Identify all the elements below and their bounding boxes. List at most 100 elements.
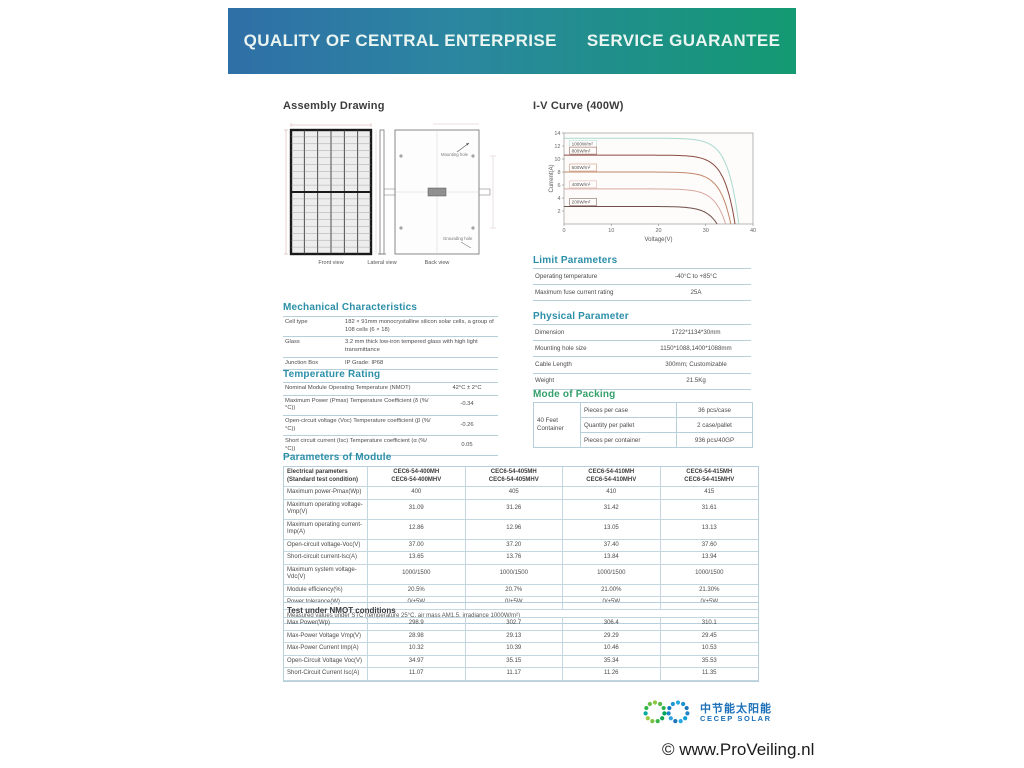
row-value: 29.13 (465, 630, 563, 643)
svg-text:30: 30 (703, 228, 709, 234)
row-label: Short-circuit current-Isc(A) (284, 552, 368, 565)
row-value: 1000/1500 (660, 565, 758, 585)
row-value: 13.65 (368, 552, 466, 565)
iv-curve-chart: 0 10 20 30 40 2 4 6 8 10 12 14 Voltage(V) Current(A) 1… (549, 131, 756, 243)
row-value: -0.26 (460, 421, 474, 428)
row-value: 35.15 (465, 655, 563, 668)
row-label: Short-Circuit Current Isc(A) (284, 668, 368, 681)
row-value: 35.34 (563, 655, 661, 668)
row-value: 34.97 (368, 655, 466, 668)
row-value: -0.34 (460, 401, 474, 408)
row-value: 13.84 (563, 552, 661, 565)
row-value: 37.60 (660, 540, 758, 552)
row-value: 13.05 (563, 519, 661, 540)
row-label: Maximum fuse current rating (535, 288, 614, 296)
packing-title: Mode of Packing (533, 389, 616, 400)
limit-title: Limit Parameters (533, 255, 618, 266)
row-value: 12.96 (465, 519, 563, 540)
iv-curve-title: I-V Curve (400W) (533, 100, 624, 112)
header-model-cell: CEC6-54-405MH CEC6-54-405MHV (465, 467, 563, 487)
cecep-logo: 中节能太阳能 CECEP SOLAR (640, 699, 772, 727)
module-parameters-table: Electrical parameters (Standard test cond… (283, 466, 759, 625)
physical-title: Physical Parameter (533, 311, 629, 322)
header-corner-cell: Electrical parameters (Standard test cond… (284, 467, 368, 487)
table-row: Max-Power Voltage Vmp(V) 28.98 29.13 29.29 2… (284, 630, 758, 643)
table-row: Maximum Power (Pmax) Temperature Coeffic… (283, 396, 498, 416)
row-label: Maximum system voltage-Vdc(V) (284, 564, 368, 585)
row-value: 37.20 (465, 539, 563, 552)
row-label: Module efficiency(%) (284, 584, 368, 597)
table-row: Max-Power Current Imp(A) 10.32 10.39 10.46 1… (284, 643, 758, 656)
svg-text:2: 2 (557, 209, 560, 215)
row-value: 36 pcs/case (676, 403, 752, 417)
row-value: 1000/1500 (368, 564, 466, 585)
row-value: 1000/1500 (563, 564, 661, 585)
table-row: Maximum operating voltage-Vmp(V) 31.09 31.… (284, 499, 758, 520)
table-row: Max Power(Wp) 298.9 302.7 306.4 310.1 (284, 618, 758, 631)
row-label: Nominal Module Operating Temperature (NM… (285, 385, 411, 391)
row-value: 13.76 (465, 552, 563, 565)
row-value: 0.05 (461, 442, 473, 449)
header-title-left: QUALITY OF CENTRAL ENTERPRISE (243, 31, 557, 50)
row-label: Maximum Power (Pmax) Temperature Coeffic… (285, 397, 429, 412)
row-label: Maximum operating voltage-Vmp(V) (284, 499, 368, 520)
svg-text:400W/m²: 400W/m² (572, 182, 591, 187)
row-value: 11.17 (465, 668, 563, 681)
row-label: Glass (285, 339, 300, 346)
svg-text:800W/m²: 800W/m² (572, 148, 591, 153)
row-value: 29.29 (563, 630, 661, 643)
row-label: Maximum power-Pmax(Wp) (284, 487, 368, 500)
row-value: 31.61 (660, 500, 758, 520)
row-value: 415 (660, 487, 758, 500)
row-value: IP Grade: IP68 (345, 359, 384, 366)
logo-english-name: CECEP SOLAR (700, 713, 772, 723)
row-value: 1722*1134*30mm (671, 328, 721, 336)
table-row: Maximum fuse current rating 25A (533, 285, 751, 302)
row-label: Maximum operating current-Imp(A) (284, 519, 368, 540)
table-row: Glass 3.2 mm thick low-iron tempered glas… (283, 337, 498, 358)
svg-text:4: 4 (557, 196, 560, 202)
svg-text:Lateral view: Lateral view (367, 260, 396, 266)
row-value: 400 (368, 487, 466, 500)
table-row: Dimension 1722*1134*30mm (533, 325, 751, 342)
row-label: Pieces per case (580, 403, 676, 417)
row-label: Quantity per pallet (580, 417, 676, 432)
mechanical-table: Cell type 182 × 91mm monocrystalline sili… (283, 316, 498, 371)
row-label: Weight (535, 377, 555, 385)
row-value: 31.26 (465, 499, 563, 520)
row-label: Mounting hole size (535, 344, 587, 352)
row-value: 21.30% (660, 585, 758, 597)
svg-text:Voltage(V): Voltage(V) (644, 237, 672, 243)
row-value: 1150*1088,1400*1088mm (660, 344, 732, 352)
packing-table: 40 Feet Container Pieces per case 36 pcs/c… (533, 402, 753, 448)
header-model-cell: CEC6-54-410MH CEC6-54-410MHV (563, 467, 661, 487)
row-value: 20.7% (465, 584, 563, 597)
row-value: 29.45 (660, 631, 758, 643)
temperature-table: Nominal Module Operating Temperature (NM… (283, 382, 498, 457)
table-row: Mounting hole size 1150*1088,1400*1088mm (533, 341, 751, 358)
svg-text:Current(A): Current(A) (549, 164, 555, 192)
watermark-copyright: © www.ProVeiling.nl (662, 740, 815, 759)
mechanical-title: Mechanical Characteristics (283, 302, 418, 313)
row-label: Cell type (285, 319, 308, 325)
svg-text:Grounding hole: Grounding hole (443, 236, 473, 241)
assembly-drawing: Mounting hole Grounding hole Front view Lat… (284, 123, 496, 266)
row-label: Max-Power Current Imp(A) (284, 643, 368, 656)
row-value: 3.2 mm thick low-iron tempered glass wit… (345, 339, 478, 353)
packing-group-cell: 40 Feet Container (537, 416, 564, 432)
row-value: 298.9 (368, 618, 466, 631)
table-row: Cable Length 300mm; Customizable (533, 357, 751, 374)
nmot-title: Test under NMOT conditions (284, 603, 758, 618)
row-value: 28.98 (368, 630, 466, 643)
svg-text:10: 10 (554, 157, 560, 163)
row-value: 42°C ± 2°C (452, 385, 482, 391)
svg-text:12: 12 (554, 144, 560, 150)
row-value: 11.35 (660, 668, 758, 681)
row-label: Operating temperature (535, 272, 598, 280)
table-row: Operating temperature -40°C to +85°C (533, 269, 751, 286)
row-value: 35.53 (660, 656, 758, 668)
module-params-title: Parameters of Module (283, 452, 392, 463)
table-row: Cell type 182 × 91mm monocrystalline sili… (283, 317, 498, 338)
row-value: 302.7 (465, 618, 563, 631)
svg-text:20: 20 (655, 228, 661, 234)
